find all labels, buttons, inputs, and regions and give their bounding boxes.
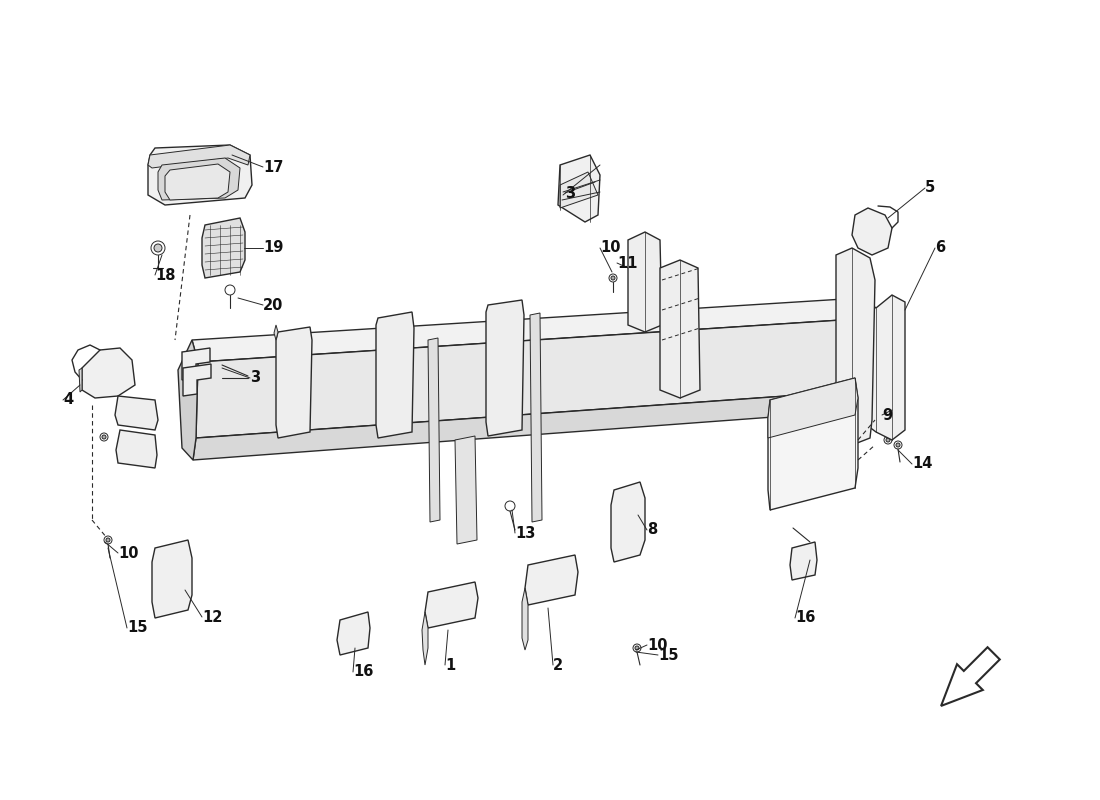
- Polygon shape: [337, 612, 370, 655]
- Text: 15: 15: [126, 621, 147, 635]
- Polygon shape: [148, 145, 250, 168]
- Polygon shape: [152, 540, 192, 618]
- Polygon shape: [525, 555, 578, 605]
- Polygon shape: [82, 348, 135, 398]
- Polygon shape: [530, 313, 542, 522]
- Polygon shape: [486, 300, 524, 436]
- Polygon shape: [148, 145, 252, 205]
- Polygon shape: [836, 248, 874, 445]
- Circle shape: [106, 538, 110, 542]
- Polygon shape: [182, 348, 210, 380]
- Polygon shape: [116, 430, 157, 468]
- Text: 12: 12: [202, 610, 222, 625]
- Text: 2: 2: [553, 658, 563, 673]
- Polygon shape: [192, 390, 870, 460]
- Text: 8: 8: [647, 522, 658, 538]
- Text: 10: 10: [647, 638, 668, 653]
- Text: 4: 4: [63, 393, 73, 407]
- Polygon shape: [860, 295, 905, 440]
- Circle shape: [896, 443, 900, 447]
- Text: 17: 17: [263, 159, 284, 174]
- Text: 14: 14: [912, 457, 933, 471]
- Polygon shape: [276, 327, 312, 438]
- Text: 19: 19: [263, 241, 284, 255]
- Polygon shape: [116, 396, 158, 430]
- Circle shape: [102, 435, 106, 439]
- Text: 10: 10: [118, 546, 139, 561]
- Polygon shape: [196, 318, 872, 438]
- Polygon shape: [790, 542, 817, 580]
- Polygon shape: [628, 232, 662, 332]
- Text: 20: 20: [263, 298, 284, 313]
- Polygon shape: [860, 298, 878, 410]
- Polygon shape: [768, 378, 858, 510]
- Text: 3: 3: [250, 370, 260, 386]
- Polygon shape: [158, 158, 240, 200]
- Text: 5: 5: [925, 181, 935, 195]
- Polygon shape: [79, 368, 82, 392]
- Text: 11: 11: [617, 255, 638, 270]
- Text: 3: 3: [565, 186, 575, 201]
- Polygon shape: [274, 325, 278, 340]
- Polygon shape: [558, 155, 600, 222]
- Polygon shape: [852, 208, 892, 255]
- Text: 16: 16: [795, 610, 815, 626]
- Circle shape: [610, 276, 615, 280]
- Polygon shape: [183, 364, 211, 396]
- Polygon shape: [165, 164, 230, 200]
- Polygon shape: [202, 218, 245, 278]
- Polygon shape: [422, 612, 428, 665]
- Polygon shape: [455, 436, 477, 544]
- Polygon shape: [425, 582, 478, 628]
- Polygon shape: [522, 588, 528, 650]
- Circle shape: [154, 244, 162, 252]
- Text: 18: 18: [155, 267, 176, 282]
- Polygon shape: [376, 312, 414, 438]
- Polygon shape: [178, 340, 198, 460]
- Polygon shape: [560, 172, 598, 208]
- Text: 13: 13: [515, 526, 536, 541]
- Polygon shape: [660, 260, 700, 398]
- Polygon shape: [768, 378, 858, 438]
- Polygon shape: [610, 482, 645, 562]
- Text: 15: 15: [658, 647, 679, 662]
- Polygon shape: [192, 298, 872, 362]
- Text: 6: 6: [935, 241, 945, 255]
- Text: 16: 16: [353, 665, 373, 679]
- Text: 1: 1: [446, 658, 455, 673]
- Circle shape: [635, 646, 639, 650]
- Circle shape: [886, 438, 890, 442]
- Polygon shape: [428, 338, 440, 522]
- Text: 9: 9: [882, 407, 892, 422]
- Text: 10: 10: [600, 241, 620, 255]
